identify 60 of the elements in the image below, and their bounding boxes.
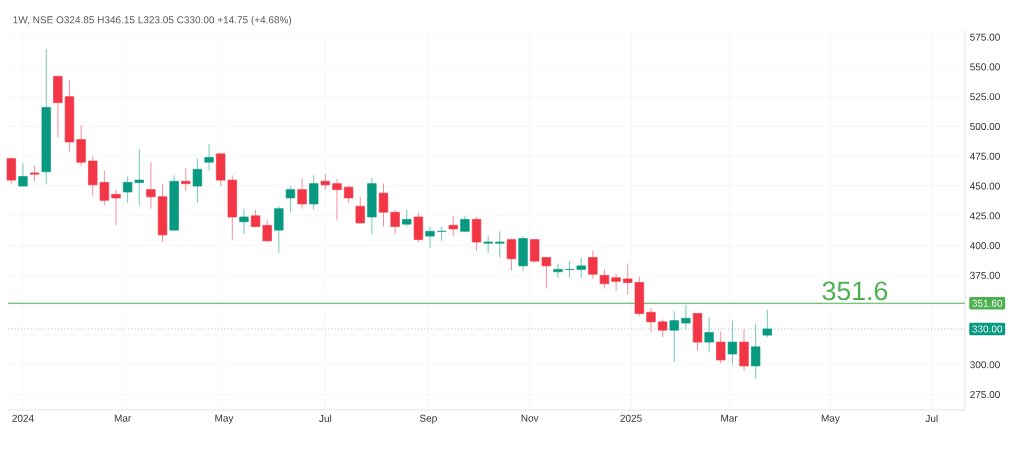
candlestick — [425, 226, 435, 249]
y-tick-label: 275.00 — [970, 390, 1000, 399]
x-tick-label: May — [215, 414, 234, 424]
candlestick — [285, 185, 296, 213]
candlestick — [495, 230, 505, 258]
x-tick-label: 2024 — [12, 414, 34, 422]
x-tick-label: Sep — [419, 414, 437, 424]
candlestick — [320, 173, 331, 191]
candlestick — [716, 330, 726, 364]
candlestick — [274, 205, 284, 254]
x-tick-label: May — [821, 414, 840, 424]
candlestick — [483, 235, 493, 254]
x-tick-label: Nov — [521, 414, 539, 422]
x-tick-label: Mar — [114, 414, 132, 422]
chart-title: 1W, NSE O324.85 H346.15 L323.05 C330.00 +14.75 (+4.68%) — [13, 16, 292, 26]
candlestick — [332, 178, 342, 221]
candlestick — [576, 257, 586, 279]
y-tick-label: 375.00 — [970, 271, 1000, 279]
y-tick-label: 525.00 — [970, 93, 1000, 101]
candlestick — [18, 163, 28, 187]
ref-line-label: 351.6 — [822, 281, 888, 301]
ref-line-label: 330.00 — [972, 325, 1003, 333]
candlestick — [506, 238, 517, 272]
candlestick — [297, 178, 307, 210]
y-tick-label: 300.00 — [970, 361, 1000, 369]
x-tick-label: 2025 — [620, 414, 642, 422]
candlestick — [355, 196, 365, 224]
candlestick — [111, 189, 121, 226]
y-tick-label: 550.00 — [970, 63, 1000, 71]
candlestick — [192, 158, 203, 204]
candlestick — [611, 273, 621, 292]
candlestick — [599, 269, 610, 289]
candlestick — [553, 263, 563, 279]
y-tick-label: 575.00 — [970, 33, 1000, 41]
x-tick-label: Jul — [319, 414, 332, 423]
candlestick — [646, 307, 656, 333]
candlestick — [588, 249, 598, 280]
y-tick-label: 400.00 — [969, 242, 1000, 250]
text: 351.60 — [972, 299, 1003, 307]
candlestick — [448, 215, 458, 237]
candlestick — [29, 165, 40, 182]
candlestick — [739, 328, 749, 372]
candlestick — [413, 211, 424, 243]
x-tick-label: Mar — [721, 414, 738, 422]
y-tick-label: 500.00 — [970, 122, 1000, 131]
candlestick — [181, 167, 191, 192]
y-tick-label: 425.00 — [969, 212, 1000, 220]
candlestick — [471, 216, 482, 251]
y-tick-label: 450.00 — [969, 182, 1000, 190]
candlestick — [204, 143, 214, 171]
candlestick — [76, 124, 86, 167]
candlestick — [6, 157, 16, 185]
x-tick-label: Jul — [925, 414, 938, 423]
y-tick-label: 475.00 — [969, 152, 1000, 160]
candlestick — [309, 174, 319, 211]
candlestick — [378, 183, 389, 227]
candlestick — [146, 161, 156, 210]
candlestick — [751, 323, 761, 380]
candlestick — [390, 209, 400, 235]
candlestick — [239, 208, 249, 235]
